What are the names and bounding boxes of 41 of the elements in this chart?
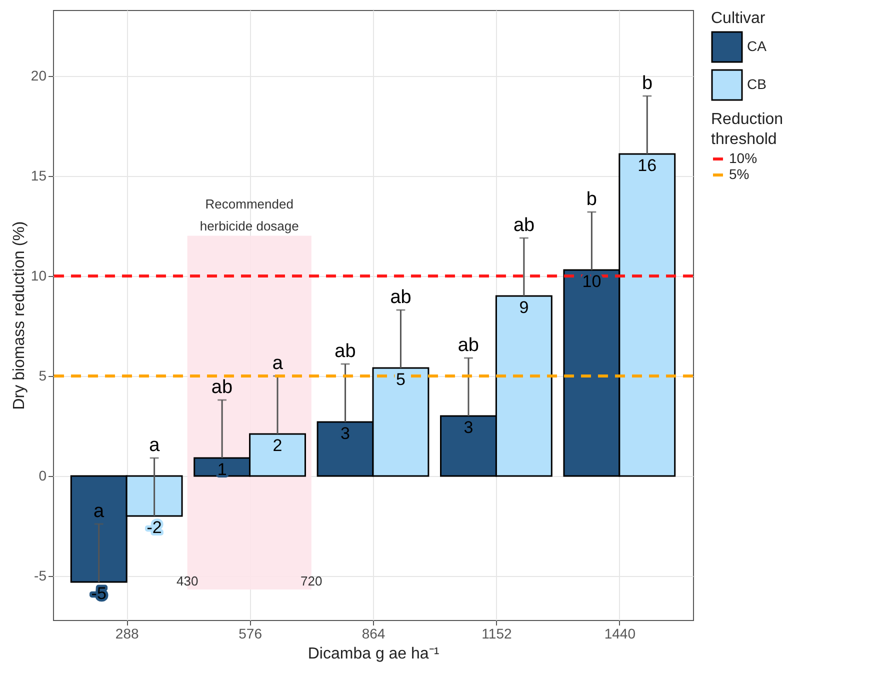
band-label: Recommended herbicide dosage xyxy=(200,196,299,234)
legend-title: Cultivar xyxy=(711,10,766,27)
x-tick-label: 1152 xyxy=(482,626,512,642)
y-tick-label: -5 xyxy=(34,568,47,584)
legend-label: 10% xyxy=(729,150,758,166)
data-label: -2 xyxy=(146,518,162,537)
legend-label: CA xyxy=(747,38,768,54)
y-tick-label: 20 xyxy=(30,68,47,84)
annotation: ab xyxy=(211,377,233,398)
data-label: -5 xyxy=(91,584,106,603)
x-tick-label: 1440 xyxy=(604,626,636,642)
annotation: ab xyxy=(334,341,356,362)
annotation: a xyxy=(149,435,160,456)
y-tick-label: 15 xyxy=(30,168,47,184)
x-tick-label: 288 xyxy=(115,626,139,642)
y-tick-label: 0 xyxy=(38,468,47,484)
annotation: b xyxy=(586,189,597,210)
legend-label: CB xyxy=(747,76,766,92)
data-label: 2 xyxy=(272,436,282,455)
data-label: 1 xyxy=(217,460,227,479)
data-label: 3 xyxy=(340,424,350,443)
data-label: 9 xyxy=(519,298,529,317)
data-label: 3 xyxy=(464,418,474,437)
data-label: 16 xyxy=(638,156,657,175)
x-axis-title: Dicamba g ae ha⁻¹ xyxy=(308,646,440,662)
annotation: b xyxy=(642,73,653,94)
y-axis-title: Dry biomass reduction (%) xyxy=(10,221,28,410)
annotation: a xyxy=(272,353,284,374)
annotation: 430 xyxy=(176,574,198,588)
y-tick-label: 10 xyxy=(30,268,47,284)
annotation: a xyxy=(93,501,104,522)
text: Reduction threshold xyxy=(711,111,784,148)
annotation: ab xyxy=(458,335,479,356)
annotation: ab xyxy=(390,287,412,308)
data-label: 10 xyxy=(582,272,602,291)
x-tick-label: 576 xyxy=(238,626,262,642)
legend-label: 5% xyxy=(729,166,750,182)
annotation: 720 xyxy=(300,574,322,588)
x-tick-label: 864 xyxy=(362,626,386,642)
annotation: ab xyxy=(513,215,535,236)
y-tick-label: 5 xyxy=(38,368,47,384)
